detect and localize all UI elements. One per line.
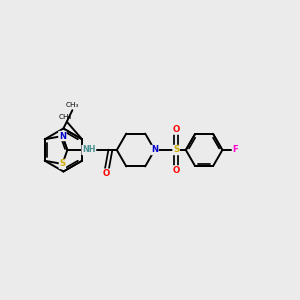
Text: S: S — [173, 146, 179, 154]
Text: NH: NH — [82, 146, 96, 154]
Text: O: O — [102, 169, 110, 178]
Text: CH₃: CH₃ — [59, 114, 72, 120]
Text: S: S — [59, 160, 65, 169]
Text: O: O — [172, 125, 180, 134]
Text: O: O — [172, 166, 180, 175]
Text: N: N — [151, 146, 158, 154]
Text: F: F — [232, 146, 238, 154]
Text: CH₃: CH₃ — [66, 102, 79, 108]
Text: N: N — [59, 131, 66, 140]
